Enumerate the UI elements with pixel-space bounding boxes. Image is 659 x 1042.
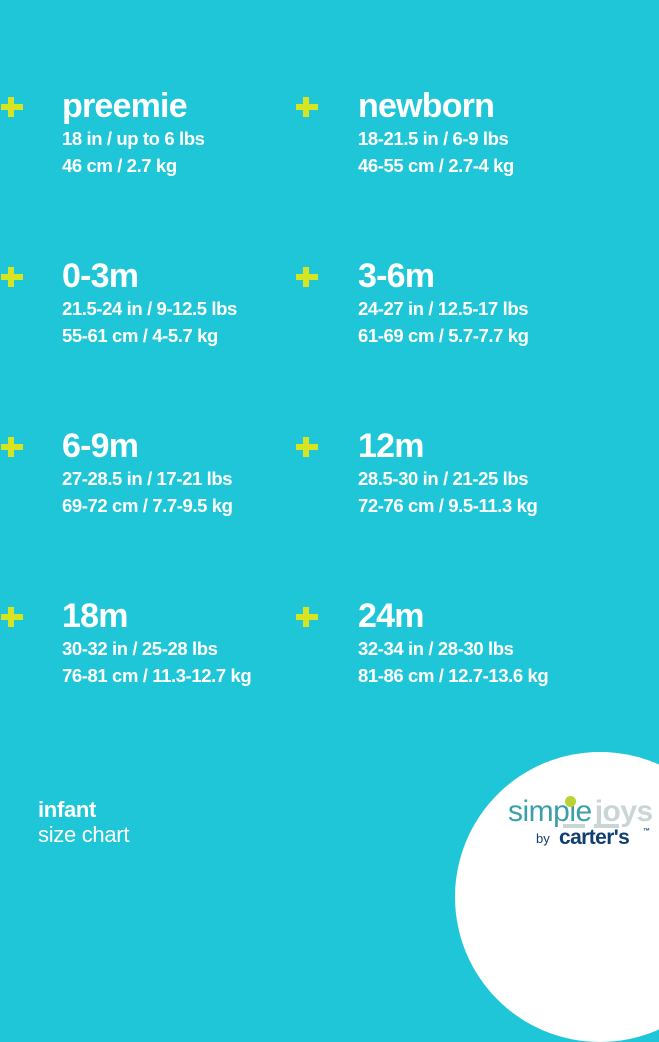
size-measure-metric: 46-55 cm / 2.7-4 kg: [358, 155, 514, 176]
plus-icon: [0, 265, 24, 289]
brand-dot-icon: [565, 796, 576, 807]
chart-title: infant size chart: [38, 797, 129, 848]
size-label: preemie: [62, 87, 188, 125]
size-measure-metric: 72-76 cm / 9.5-11.3 kg: [358, 495, 538, 516]
size-label: 12m: [358, 427, 424, 465]
size-measure-imperial: 21.5-24 in / 9-12.5 lbs: [62, 298, 237, 319]
size-measure-imperial: 24-27 in / 12.5-17 lbs: [358, 298, 529, 319]
plus-icon: [0, 95, 24, 119]
size-entry-3-6m[interactable]: 3-6m 24-27 in / 12.5-17 lbs 61-69 cm / 5…: [295, 258, 659, 428]
brand-word-simple: simple: [508, 795, 592, 828]
size-measure-imperial: 27-28.5 in / 17-21 lbs: [62, 468, 233, 489]
size-measure-metric: 76-81 cm / 11.3-12.7 kg: [62, 665, 252, 686]
size-label: 6-9m: [62, 427, 139, 465]
size-measure-metric: 61-69 cm / 5.7-7.7 kg: [358, 325, 529, 346]
brand-by-label: by: [536, 831, 550, 846]
plus-icon: [295, 435, 319, 459]
size-measure-metric: 46 cm / 2.7 kg: [62, 155, 177, 176]
size-measure-imperial: 28.5-30 in / 21-25 lbs: [358, 468, 529, 489]
size-entry-newborn[interactable]: newborn 18-21.5 in / 6-9 lbs 46-55 cm / …: [295, 88, 659, 258]
size-measure-imperial: 30-32 in / 25-28 lbs: [62, 638, 218, 659]
size-label: 0-3m: [62, 257, 139, 295]
plus-icon: [0, 605, 24, 629]
chart-title-line-2: size chart: [38, 822, 130, 847]
size-entry-preemie[interactable]: preemie 18 in / up to 6 lbs 46 cm / 2.7 …: [0, 88, 295, 258]
size-grid: preemie 18 in / up to 6 lbs 46 cm / 2.7 …: [0, 88, 659, 768]
size-measure-imperial: 18 in / up to 6 lbs: [62, 128, 205, 149]
size-entry-0-3m[interactable]: 0-3m 21.5-24 in / 9-12.5 lbs 55-61 cm / …: [0, 258, 295, 428]
trademark-icon: ™: [643, 828, 650, 835]
size-measure-metric: 69-72 cm / 7.7-9.5 kg: [62, 495, 233, 516]
size-entry-6-9m[interactable]: 6-9m 27-28.5 in / 17-21 lbs 69-72 cm / 7…: [0, 428, 295, 598]
plus-icon: [295, 265, 319, 289]
size-entry-12m[interactable]: 12m 28.5-30 in / 21-25 lbs 72-76 cm / 9.…: [295, 428, 659, 598]
brand-logo: simple joys by carter's ™: [508, 795, 653, 857]
brand-word-joys: joys: [594, 795, 654, 828]
size-label: 18m: [62, 597, 128, 635]
chart-title-line-1: infant: [38, 797, 97, 822]
size-label: 24m: [358, 597, 424, 635]
brand-wordmark: simple joys: [508, 795, 653, 829]
size-measure-imperial: 32-34 in / 28-30 lbs: [358, 638, 514, 659]
size-entry-24m[interactable]: 24m 32-34 in / 28-30 lbs 81-86 cm / 12.7…: [295, 598, 659, 768]
size-measure-metric: 55-61 cm / 4-5.7 kg: [62, 325, 218, 346]
plus-icon: [295, 95, 319, 119]
size-label: 3-6m: [358, 257, 435, 295]
brand-underline-dash-left: [563, 824, 585, 828]
brand-carters-label: carter's: [559, 826, 630, 849]
plus-icon: [295, 605, 319, 629]
infant-size-chart: preemie 18 in / up to 6 lbs 46 cm / 2.7 …: [0, 88, 659, 1042]
size-measure-imperial: 18-21.5 in / 6-9 lbs: [358, 128, 509, 149]
size-entry-18m[interactable]: 18m 30-32 in / 25-28 lbs 76-81 cm / 11.3…: [0, 598, 295, 768]
size-measure-metric: 81-86 cm / 12.7-13.6 kg: [358, 665, 549, 686]
brand-underline-dash-right: [594, 824, 619, 828]
size-label: newborn: [358, 87, 495, 125]
plus-icon: [0, 435, 24, 459]
